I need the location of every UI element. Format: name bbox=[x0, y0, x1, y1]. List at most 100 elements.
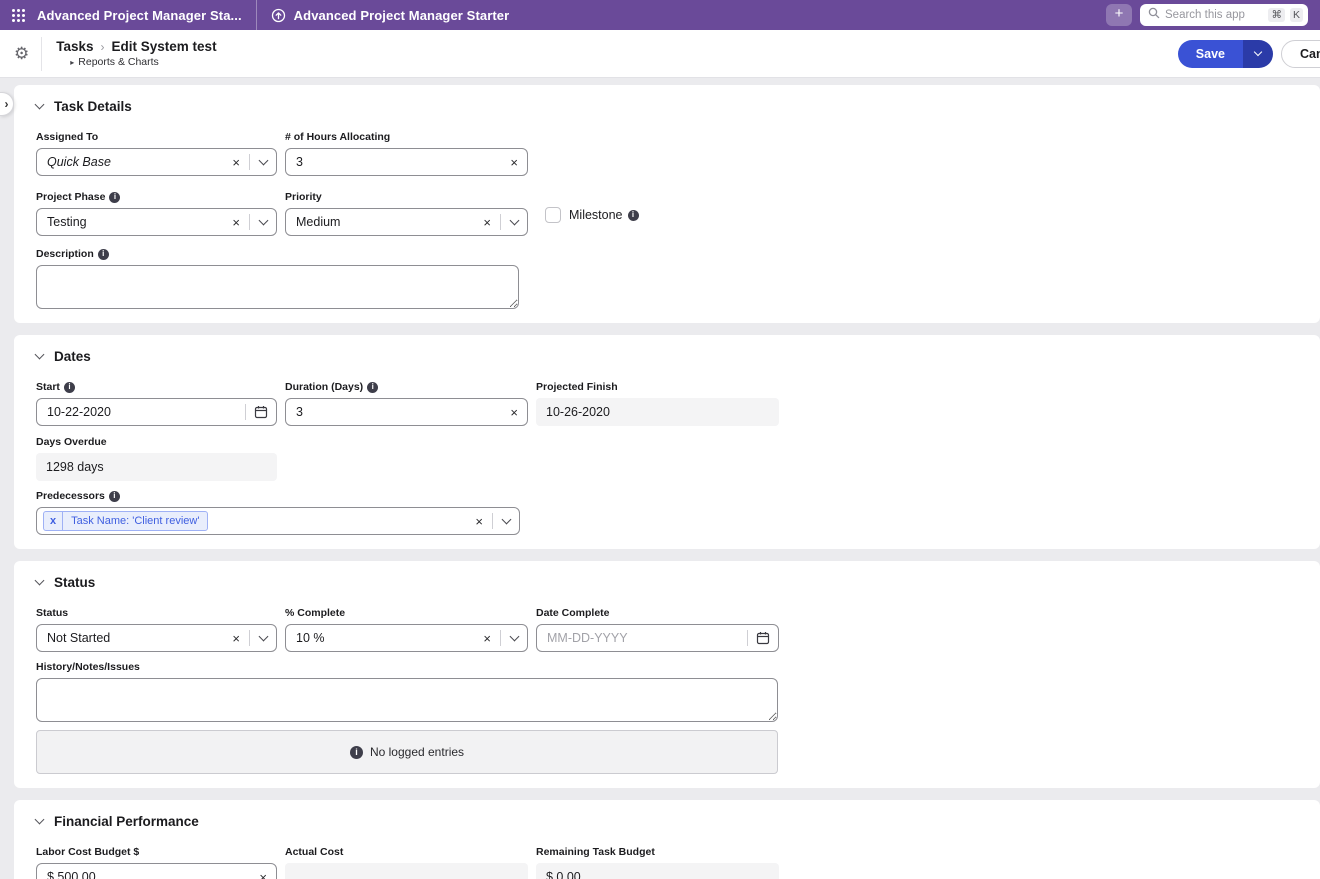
chevron-down-icon bbox=[258, 155, 268, 165]
dropdown-toggle[interactable] bbox=[250, 215, 276, 225]
dropdown-toggle[interactable] bbox=[250, 631, 276, 641]
page-title: Edit System test bbox=[111, 39, 217, 54]
labor-cost-budget-label: Labor Cost Budget $ bbox=[36, 846, 140, 858]
section-task-details: Task Details Assigned To Quick Base × # … bbox=[14, 85, 1320, 323]
chevron-down-icon bbox=[258, 631, 268, 641]
actual-cost-value bbox=[285, 863, 528, 879]
hours-allocating-input[interactable]: × bbox=[285, 148, 528, 176]
info-icon[interactable]: i bbox=[97, 248, 109, 260]
project-phase-combobox[interactable]: Testing × bbox=[36, 208, 277, 236]
search-input[interactable] bbox=[1165, 9, 1264, 21]
start-label: Start i bbox=[36, 381, 277, 393]
dropdown-toggle[interactable] bbox=[501, 631, 527, 641]
info-icon[interactable]: i bbox=[63, 381, 75, 393]
history-notes-textarea[interactable] bbox=[36, 678, 778, 722]
breadcrumb-separator: › bbox=[100, 39, 105, 54]
dropdown-toggle[interactable] bbox=[250, 155, 276, 165]
triangle-right-icon: ▸ bbox=[70, 57, 75, 67]
calendar-icon[interactable] bbox=[748, 631, 778, 645]
description-textarea[interactable] bbox=[36, 265, 519, 309]
save-split-button: Save bbox=[1177, 39, 1273, 68]
form-content: Task Details Assigned To Quick Base × # … bbox=[0, 78, 1320, 879]
app-name[interactable]: Advanced Project Manager Starter bbox=[293, 7, 510, 23]
percent-complete-combobox[interactable]: 10 % × bbox=[285, 624, 528, 652]
chevron-down-icon bbox=[509, 631, 519, 641]
actual-cost-label: Actual Cost bbox=[285, 846, 344, 858]
days-overdue-value: 1298 days bbox=[36, 453, 277, 481]
milestone-label: Milestone i bbox=[569, 208, 639, 222]
clear-icon[interactable]: × bbox=[483, 630, 491, 646]
status-label: Status bbox=[36, 607, 69, 619]
clear-icon[interactable]: × bbox=[232, 214, 240, 230]
start-date-input[interactable] bbox=[36, 398, 277, 426]
info-icon[interactable]: i bbox=[367, 381, 379, 393]
chevron-down-icon bbox=[509, 215, 519, 225]
history-notes-label: History/Notes/Issues bbox=[36, 661, 140, 673]
window-title: Advanced Project Manager Sta... bbox=[37, 7, 242, 23]
cancel-button[interactable]: Cancel bbox=[1281, 39, 1320, 68]
collapse-chevron-icon[interactable] bbox=[34, 814, 45, 825]
hours-allocating-label: # of Hours Allocating bbox=[285, 131, 391, 143]
priority-label: Priority bbox=[285, 191, 322, 203]
shortcut-cmd-key: ⌘ bbox=[1268, 8, 1285, 22]
chevron-down-icon bbox=[1253, 47, 1263, 57]
gear-icon[interactable]: ⚙ bbox=[14, 43, 30, 63]
clear-icon[interactable]: × bbox=[510, 154, 518, 170]
calendar-icon[interactable] bbox=[246, 405, 276, 419]
days-overdue-label: Days Overdue bbox=[36, 436, 107, 448]
chip-remove-icon[interactable]: x bbox=[44, 512, 64, 530]
breadcrumb-tasks-link[interactable]: Tasks bbox=[56, 39, 94, 54]
app-grid-icon[interactable] bbox=[12, 8, 25, 22]
duration-input[interactable]: × bbox=[285, 398, 528, 426]
reports-charts-link[interactable]: ▸ Reports & Charts bbox=[70, 56, 159, 68]
status-combobox[interactable]: Not Started × bbox=[36, 624, 277, 652]
shortcut-k-key: K bbox=[1289, 8, 1303, 22]
info-icon[interactable]: i bbox=[109, 191, 121, 203]
remaining-task-budget-value: $ 0.00 bbox=[536, 863, 779, 879]
milestone-checkbox[interactable] bbox=[545, 207, 561, 223]
date-complete-label: Date Complete bbox=[536, 607, 610, 619]
priority-combobox[interactable]: Medium × bbox=[285, 208, 528, 236]
dropdown-toggle[interactable] bbox=[493, 514, 519, 524]
project-phase-label: Project Phase i bbox=[36, 191, 277, 203]
app-search[interactable]: ⌘ K bbox=[1140, 4, 1308, 26]
toolbar-divider bbox=[41, 36, 43, 71]
predecessors-label: Predecessors i bbox=[36, 490, 520, 502]
dropdown-toggle[interactable] bbox=[501, 215, 527, 225]
header-divider bbox=[255, 0, 257, 30]
clear-icon[interactable]: × bbox=[475, 513, 483, 529]
percent-complete-label: % Complete bbox=[285, 607, 346, 619]
info-icon[interactable]: i bbox=[627, 209, 639, 221]
info-icon: i bbox=[349, 745, 363, 759]
app-header-bar: Advanced Project Manager Sta... Advanced… bbox=[0, 0, 1320, 30]
save-dropdown-button[interactable] bbox=[1243, 39, 1273, 68]
clear-icon[interactable]: × bbox=[232, 154, 240, 170]
labor-cost-budget-input[interactable]: × bbox=[36, 863, 277, 879]
page-toolbar: ⚙ Tasks › Edit System test ▸ Reports & C… bbox=[0, 30, 1320, 116]
predecessors-multiselect[interactable]: x Task Name: 'Client review' × bbox=[36, 507, 520, 535]
add-record-button[interactable]: + bbox=[1106, 4, 1132, 26]
logged-entries-message: No logged entries bbox=[369, 745, 465, 759]
clear-icon[interactable]: × bbox=[510, 404, 518, 420]
section-title: Task Details bbox=[54, 99, 132, 114]
clear-icon[interactable]: × bbox=[483, 214, 491, 230]
date-complete-input[interactable] bbox=[536, 624, 779, 652]
section-title: Dates bbox=[54, 349, 91, 364]
remaining-task-budget-label: Remaining Task Budget bbox=[536, 846, 655, 858]
app-icon bbox=[271, 8, 286, 23]
projected-finish-label: Projected Finish bbox=[536, 381, 618, 393]
assigned-to-combobox[interactable]: Quick Base × bbox=[36, 148, 277, 176]
save-button[interactable]: Save bbox=[1177, 39, 1243, 68]
collapse-chevron-icon[interactable] bbox=[34, 349, 45, 360]
clear-icon[interactable]: × bbox=[259, 869, 267, 879]
projected-finish-value: 10-26-2020 bbox=[536, 398, 779, 426]
chevron-down-icon bbox=[501, 514, 511, 524]
predecessor-chip: x Task Name: 'Client review' bbox=[43, 511, 209, 531]
collapse-chevron-icon[interactable] bbox=[34, 99, 45, 110]
description-label: Description i bbox=[36, 248, 519, 260]
section-financial-performance: Financial Performance Labor Cost Budget … bbox=[14, 800, 1320, 879]
clear-icon[interactable]: × bbox=[232, 630, 240, 646]
collapse-chevron-icon[interactable] bbox=[34, 575, 45, 586]
info-icon[interactable]: i bbox=[108, 490, 120, 502]
